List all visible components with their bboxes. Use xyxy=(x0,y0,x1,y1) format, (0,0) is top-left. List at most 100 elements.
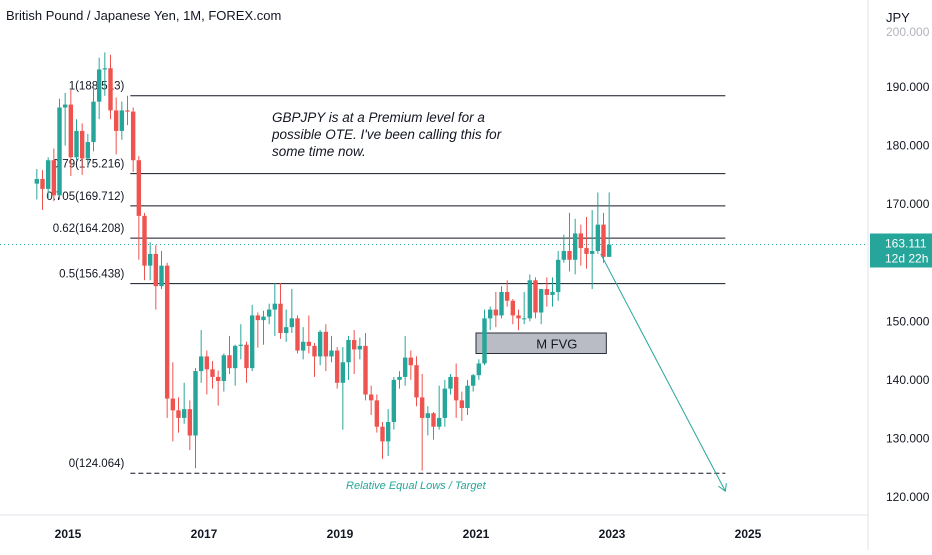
candle-body xyxy=(470,375,476,386)
candle-body xyxy=(153,253,159,287)
candle-body xyxy=(601,224,606,257)
annotation-text: some time now. xyxy=(272,144,366,159)
candle-body xyxy=(561,251,567,260)
price-tick-label: 140.000 xyxy=(886,373,930,387)
candle-body xyxy=(74,130,79,158)
candle-body xyxy=(283,327,289,333)
candle-body xyxy=(329,350,334,357)
projection-arrow-line xyxy=(600,253,726,492)
candle-body xyxy=(527,280,533,319)
candle-body xyxy=(550,292,555,295)
candle-body xyxy=(555,259,561,292)
candle-body xyxy=(567,251,572,260)
candle-body xyxy=(397,376,402,380)
candle-body xyxy=(295,318,300,351)
fvg-zone xyxy=(475,332,607,354)
candle-body xyxy=(204,356,210,370)
candle-body xyxy=(255,315,261,321)
candle-body xyxy=(334,350,340,383)
price-tick-label: 120.000 xyxy=(886,490,930,504)
fib-level-label: 1(188.513) xyxy=(69,81,125,93)
candle-body xyxy=(368,394,374,401)
candle-body xyxy=(57,107,62,196)
candle-body xyxy=(516,315,521,319)
candle-body xyxy=(289,318,295,328)
candle-body xyxy=(606,244,612,257)
candle-body xyxy=(408,357,414,366)
candle-body xyxy=(306,341,312,346)
candle-body xyxy=(244,344,249,369)
fib-level-label: 0.705(169.712) xyxy=(46,191,124,203)
fib-level-label: 0.62(164.208) xyxy=(53,223,125,235)
price-tick-label: 130.000 xyxy=(886,431,930,445)
candle-body xyxy=(312,345,317,357)
candle-body xyxy=(62,104,68,108)
candle-body xyxy=(363,345,368,395)
countdown-label: 12d 22h xyxy=(885,251,928,265)
candle-body xyxy=(227,355,232,369)
candle-body xyxy=(187,409,193,436)
candle-body xyxy=(425,413,431,418)
candle-body xyxy=(278,303,283,333)
time-tick-label: 2021 xyxy=(463,527,490,541)
price-tick-label: 170.000 xyxy=(886,197,930,211)
candle-body xyxy=(419,397,425,418)
candle-body xyxy=(142,215,147,266)
candle-body xyxy=(40,178,45,189)
time-tick-label: 2025 xyxy=(735,527,762,541)
candle-body xyxy=(85,142,91,159)
candle-body xyxy=(147,253,153,266)
current-price-label: 163.111 xyxy=(885,236,927,250)
price-tick-label: 180.000 xyxy=(886,139,930,153)
time-tick-label: 2023 xyxy=(599,527,626,541)
candle-body xyxy=(119,110,125,131)
candle-body xyxy=(482,318,487,364)
fvg-label: M FVG xyxy=(536,336,577,351)
candle-body xyxy=(374,400,380,427)
candle-body xyxy=(125,110,130,112)
candle-body xyxy=(442,388,448,418)
price-axis-top-tick: 200.000 xyxy=(886,25,930,39)
time-tick-label: 2017 xyxy=(191,527,218,541)
candle-body xyxy=(238,344,244,346)
candle-body xyxy=(436,417,442,427)
candle-body xyxy=(340,362,346,383)
candle-body xyxy=(130,111,136,161)
candle-body xyxy=(91,101,96,143)
candle-body xyxy=(544,289,550,295)
candle-body xyxy=(493,309,499,316)
candle-body xyxy=(595,224,601,251)
candle-body xyxy=(504,292,510,301)
candle-body xyxy=(538,289,544,313)
candle-body xyxy=(51,160,57,196)
candle-body xyxy=(584,248,589,254)
candle-body xyxy=(261,316,266,321)
candle-body xyxy=(181,409,187,418)
candle-body xyxy=(459,400,465,408)
candle-body xyxy=(465,385,470,408)
candle-body xyxy=(351,340,357,350)
current-price-box xyxy=(870,233,932,268)
candle-body xyxy=(96,69,102,102)
price-tick-label: 150.000 xyxy=(886,314,930,328)
fib-level-label: 0(124.064) xyxy=(69,458,125,470)
candle-body xyxy=(68,104,74,158)
candle-body xyxy=(34,178,40,184)
candle-body xyxy=(391,379,397,423)
candle-body xyxy=(323,331,329,357)
candle-body xyxy=(45,160,51,189)
candle-body xyxy=(170,398,176,411)
candle-body xyxy=(113,110,119,131)
price-tick-label: 190.000 xyxy=(886,80,930,94)
candle-body xyxy=(357,345,363,350)
candle-body xyxy=(215,376,221,382)
candle-body xyxy=(159,265,164,287)
candle-body xyxy=(317,331,323,357)
candle-body xyxy=(176,410,181,418)
chart-title: British Pound / Japanese Yen, 1M, FOREX.… xyxy=(6,8,282,23)
candle-body xyxy=(402,357,408,377)
candle-body xyxy=(578,233,584,249)
time-tick-label: 2019 xyxy=(327,527,354,541)
